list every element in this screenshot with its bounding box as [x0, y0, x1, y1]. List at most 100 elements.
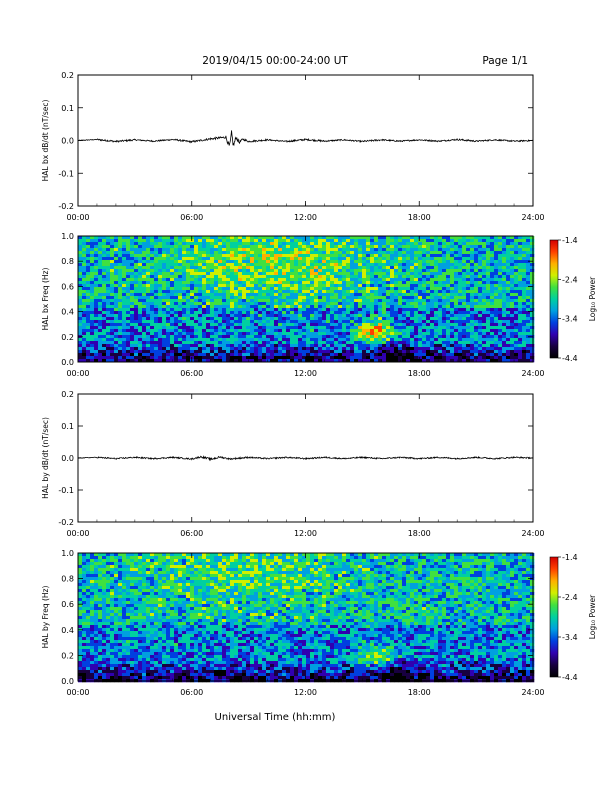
spectrogram-cell	[190, 251, 195, 255]
spectrogram-cell	[498, 326, 503, 330]
spectrogram-cell	[186, 320, 191, 324]
spectrogram-cell	[306, 251, 311, 255]
spectrogram-cell	[494, 332, 499, 336]
spectrogram-cell	[378, 278, 383, 282]
spectrogram-cell	[322, 278, 327, 282]
spectrogram-cell	[82, 242, 87, 246]
spectrogram-cell	[418, 338, 423, 342]
spectrogram-cell	[486, 278, 491, 282]
spectrogram-cell	[350, 329, 355, 333]
spectrogram-cell	[522, 263, 527, 267]
spectrogram-cell	[246, 299, 251, 303]
spectrogram-cell	[122, 305, 127, 309]
spectrogram-cell	[290, 242, 295, 246]
spectrogram-cell	[226, 281, 231, 285]
spectrogram-cell	[98, 302, 103, 306]
spectrogram-cell	[394, 272, 399, 276]
spectrogram-cell	[242, 320, 247, 324]
spectrogram-cell	[402, 275, 407, 279]
spectrogram-cell	[218, 347, 223, 351]
spectrogram-cell	[458, 263, 463, 267]
spectrogram-cell	[362, 305, 367, 309]
spectrogram-cell	[78, 332, 83, 336]
spectrogram-cell	[198, 320, 203, 324]
spectrogram-cell	[122, 242, 127, 246]
spectrogram-cell	[294, 311, 299, 315]
spectrogram-cell	[378, 326, 383, 330]
spectrogram-cell	[86, 323, 91, 327]
spectrogram-cell	[310, 344, 315, 348]
spectrogram-cell	[218, 326, 223, 330]
spectrogram-cell	[206, 338, 211, 342]
spectrogram-cell	[314, 257, 319, 261]
spectrogram-cell	[282, 281, 287, 285]
spectrogram-cell	[342, 248, 347, 252]
spectrogram-cell	[486, 311, 491, 315]
spectrogram-cell	[238, 293, 243, 297]
spectrogram-cell	[350, 290, 355, 294]
spectrogram-cell	[410, 314, 415, 318]
spectrogram-cell	[426, 314, 431, 318]
spectrogram-cell	[494, 284, 499, 288]
spectrogram-cell	[514, 353, 519, 357]
spectrogram-cell	[190, 332, 195, 336]
spectrogram-cell	[242, 302, 247, 306]
spectrogram-cell	[358, 350, 363, 354]
spectrogram-cell	[386, 341, 391, 345]
spectrogram-cell	[442, 239, 447, 243]
spectrogram-cell	[362, 248, 367, 252]
spectrogram-cell	[422, 287, 427, 291]
spectrogram-cell	[498, 323, 503, 327]
spectrogram-cell	[390, 335, 395, 339]
spectrogram-cell	[470, 269, 475, 273]
spectrogram-cell	[298, 350, 303, 354]
spectrogram-cell	[258, 275, 263, 279]
spectrogram-cell	[114, 287, 119, 291]
spectrogram-cell	[222, 320, 227, 324]
spectrogram-cell	[530, 266, 535, 270]
spectrogram-cell	[510, 341, 515, 345]
spectrogram-cell	[406, 314, 411, 318]
spectrogram-cell	[270, 287, 275, 291]
spectrogram-cell	[282, 245, 287, 249]
spectrogram-cell	[458, 287, 463, 291]
spectrogram-cell	[106, 305, 111, 309]
spectrogram-cell	[278, 251, 283, 255]
spectrogram-cell	[394, 347, 399, 351]
spectrogram-cell	[86, 302, 91, 306]
spectrogram-cell	[338, 332, 343, 336]
spectrogram-cell	[358, 266, 363, 270]
spectrogram-cell	[350, 305, 355, 309]
spectrogram-cell	[406, 287, 411, 291]
spectrogram-cell	[474, 293, 479, 297]
spectrogram-cell	[390, 260, 395, 264]
spectrogram-cell	[186, 281, 191, 285]
spectrogram-cell	[170, 287, 175, 291]
spectrogram-cell	[106, 311, 111, 315]
spectrogram-cell	[398, 332, 403, 336]
spectrogram-cell	[262, 335, 267, 339]
spectrogram-cell	[118, 260, 123, 264]
spectrogram-cell	[78, 571, 83, 575]
spectrogram-cell	[362, 299, 367, 303]
y-tick-label: 0.0	[61, 454, 74, 463]
spectrogram-cell	[474, 344, 479, 348]
spectrogram-cell	[210, 338, 215, 342]
spectrogram-cell	[438, 329, 443, 333]
spectrogram-cell	[238, 317, 243, 321]
spectrogram-cell	[110, 296, 115, 300]
spectrogram-cell	[446, 335, 451, 339]
spectrogram-cell	[162, 254, 167, 258]
spectrogram-cell	[454, 248, 459, 252]
spectrogram-cell	[82, 284, 87, 288]
spectrogram-cell	[526, 347, 531, 351]
y-axis-label: HAL bx dB/dt (nT/sec)	[41, 100, 50, 182]
spectrogram-cell	[198, 329, 203, 333]
spectrogram-cell	[174, 311, 179, 315]
spectrogram-cell	[394, 293, 399, 297]
spectrogram-cell	[122, 311, 127, 315]
spectrogram-cell	[462, 347, 467, 351]
spectrogram-cell	[490, 353, 495, 357]
spectrogram-cell	[94, 317, 99, 321]
spectrogram-cell	[502, 317, 507, 321]
